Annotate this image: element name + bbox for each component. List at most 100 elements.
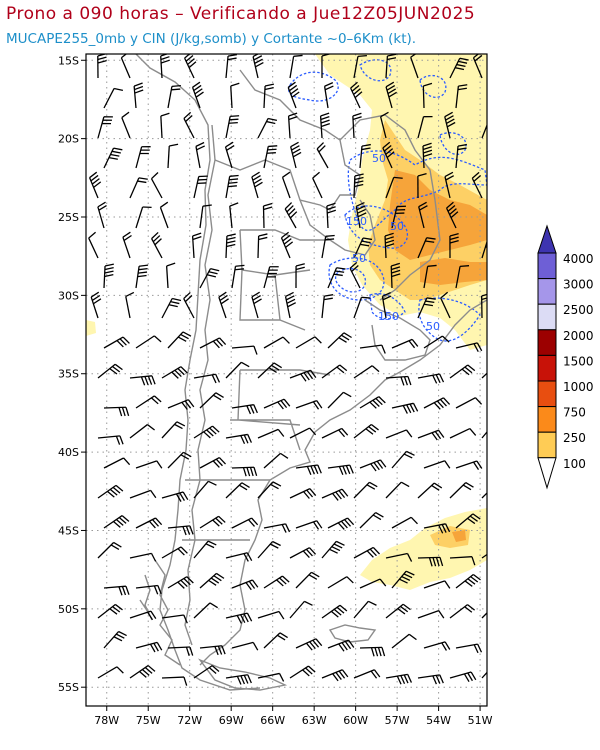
wind-barb [449,427,477,439]
wind-barb [160,54,170,79]
wind-barb [455,84,468,109]
wind-barb [295,638,323,651]
wind-barb [327,267,346,289]
y-tick-label: 45S [58,524,79,537]
wind-barb [353,296,371,319]
cin-contour [419,75,447,98]
wind-barb [295,400,323,410]
wind-barb [353,173,364,199]
wind-barb [385,429,413,439]
wind-barb [103,87,124,109]
colorbar-top-arrow [537,224,557,254]
wind-barb [295,464,322,475]
wind-barb [88,171,102,199]
wind-barb [417,297,436,319]
wind-barb [199,456,227,469]
wind-barb [199,204,212,229]
wind-barb [167,331,192,349]
y-tick-label: 50S [58,603,79,616]
wind-barb [391,402,419,414]
wind-barb [231,345,258,355]
wind-barb [263,452,289,469]
wind-barb [423,523,451,534]
wind-barb [125,291,135,319]
wind-barb [422,142,433,169]
colorbar-segment [537,329,557,356]
wind-barb [327,639,355,652]
wind-barb [295,520,323,530]
wind-barb [385,81,397,109]
wind-barb [97,54,107,79]
wind-barb [417,373,445,384]
wind-barb [471,171,483,199]
wind-barb [161,366,188,379]
cin-label: 150 [378,310,399,323]
wind-barb [129,552,157,562]
cape-region-orange-2 [420,258,487,285]
colorbar-segment [537,406,557,433]
wind-barb [417,115,433,139]
wind-barb [167,143,179,169]
wind-barb [449,364,476,379]
wind-barb [444,111,456,139]
wind-barb [481,612,487,619]
coastline-atlantic [199,299,487,666]
cape-region-pacific [86,320,96,336]
wind-barb [257,428,285,439]
wind-barb [455,143,467,169]
wind-barb [135,460,163,469]
wind-barb [449,556,476,566]
wind-barb [289,488,317,499]
wind-barb [161,421,186,439]
coastline-pacific [135,54,261,691]
wind-barb [323,82,334,109]
wind-barb [103,336,130,349]
wind-barb [444,171,455,199]
wind-barb [231,264,245,289]
wind-barb [455,573,481,589]
wind-barb [193,602,219,619]
wind-barb [225,433,253,445]
wind-barb [422,82,433,109]
colorbar-segment [537,354,557,382]
wind-barb [353,54,367,79]
wind-barb [129,375,156,386]
wind-barb [449,482,474,499]
wind-barb [199,392,224,409]
wind-barb [379,111,389,139]
wind-barb [295,571,320,589]
wind-barb [263,83,275,109]
wind-barb [257,610,285,620]
cin-label: 50 [372,152,386,165]
wind-barb [417,482,443,499]
wind-barb [281,171,291,199]
wind-barb [133,82,144,109]
wind-barb [97,484,124,499]
wind-barb [289,369,317,382]
colorbar-segment [537,380,557,408]
wind-barb [391,570,415,589]
wind-barb [167,451,192,469]
colorbar-label: 250 [563,431,586,445]
wind-barb [410,54,419,79]
wind-barb [449,57,469,79]
wind-barb [481,372,487,379]
wind-barb [321,488,349,501]
wind-barb [224,141,235,169]
plot-area [86,54,487,706]
wind-barb [417,172,427,199]
cin-contour [328,257,385,301]
wind-shear-barbs [88,54,487,686]
wind-barb [257,540,281,559]
wind-barb [251,291,262,319]
x-tick-label: 78W [94,714,119,727]
wind-barb [225,174,239,199]
wind-barb [353,237,373,259]
wind-barb [423,264,437,289]
wind-barb [359,578,387,589]
border-uruguay [364,299,431,361]
wind-barb [321,234,335,259]
wind-barb [193,425,220,439]
wind-barb [455,460,483,471]
wind-barb [151,231,163,259]
